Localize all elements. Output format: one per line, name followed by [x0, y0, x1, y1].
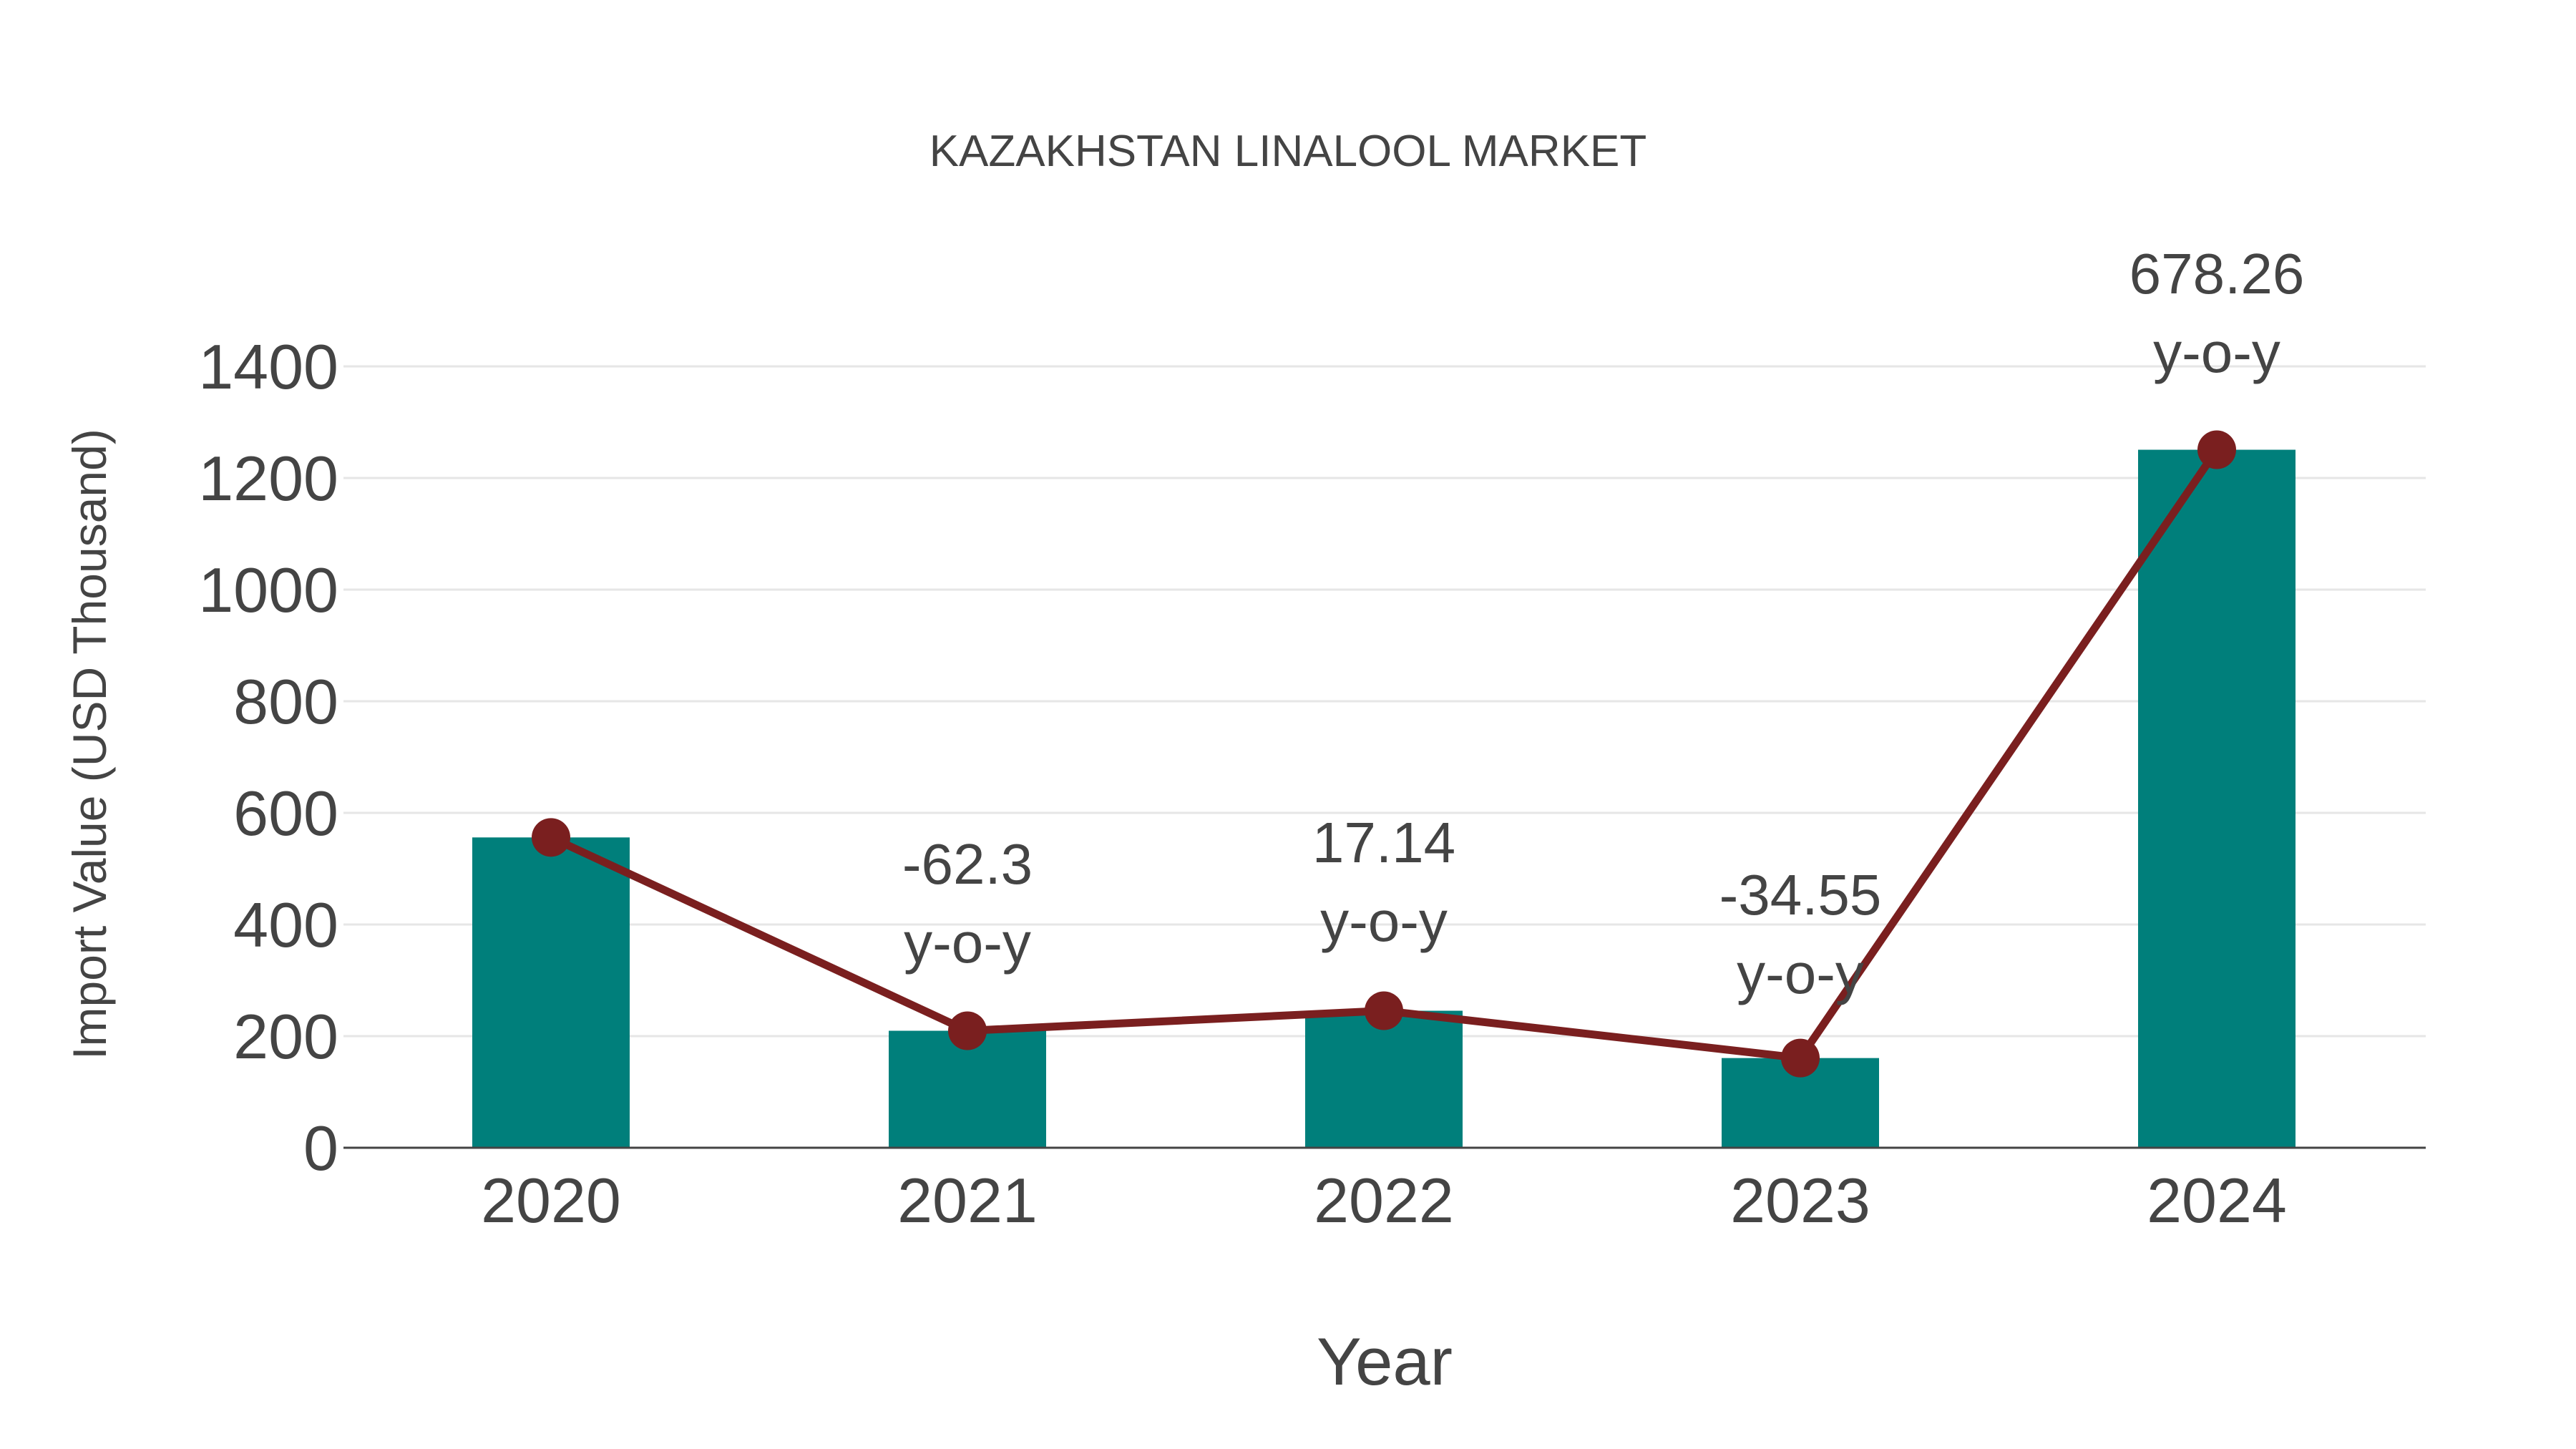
trend-marker: [1365, 991, 1403, 1030]
yoy-annotation-text: -34.55: [1719, 863, 1882, 927]
y-axis-ticks: 0 200 400 600 800 1000 1200 1400: [198, 331, 338, 1184]
bars: [472, 449, 2296, 1148]
y-axis-title: Import Value (USD Thousand): [63, 429, 116, 1060]
yoy-annotation-text: y-o-y: [1320, 889, 1448, 953]
gridlines: [343, 365, 2426, 1038]
x-tick-label: 2024: [2147, 1165, 2287, 1236]
x-tick-label: 2022: [1314, 1165, 1454, 1236]
y-tick-label: 1200: [198, 443, 338, 514]
trend-marker: [2197, 430, 2236, 469]
yoy-annotation-text: -62.3: [902, 832, 1033, 896]
chart-title: KAZAKHSTAN LINALOOL MARKET: [930, 127, 1647, 176]
yoy-annotations: -62.3 y-o-y 17.14 y-o-y -34.55 y-o-y 678.26 y-o…: [902, 242, 2305, 1005]
trend-marker: [532, 818, 570, 857]
bar-2021: [889, 1030, 1046, 1148]
y-tick-label: 200: [233, 1001, 338, 1072]
x-axis-title: Year: [1317, 1324, 1453, 1399]
y-tick-label: 0: [303, 1113, 338, 1184]
y-tick-label: 800: [233, 666, 338, 737]
bar-2020: [472, 837, 630, 1148]
x-tick-label: 2023: [1730, 1165, 1870, 1236]
trend-marker: [948, 1011, 987, 1050]
trend-marker: [1781, 1038, 1820, 1078]
yoy-annotation-text: y-o-y: [1737, 942, 1864, 1005]
y-tick-label: 600: [233, 778, 338, 849]
x-tick-label: 2021: [897, 1165, 1038, 1236]
y-tick-label: 400: [233, 889, 338, 960]
trend-polyline: [549, 447, 2220, 1063]
x-axis-ticks: 2020 2021 2022 2023 2024: [481, 1165, 2287, 1236]
trend-line: [532, 430, 2236, 1078]
y-tick-label: 1400: [198, 331, 338, 402]
x-tick-label: 2020: [481, 1165, 621, 1236]
y-tick-label: 1000: [198, 555, 338, 625]
bar-2022: [1305, 1010, 1463, 1148]
yoy-annotation-text: y-o-y: [2153, 321, 2280, 384]
yoy-annotation-text: 17.14: [1312, 811, 1455, 874]
yoy-annotation-text: y-o-y: [904, 911, 1031, 975]
yoy-annotation-text: 678.26: [2129, 242, 2305, 306]
bar-2024: [2138, 449, 2296, 1148]
